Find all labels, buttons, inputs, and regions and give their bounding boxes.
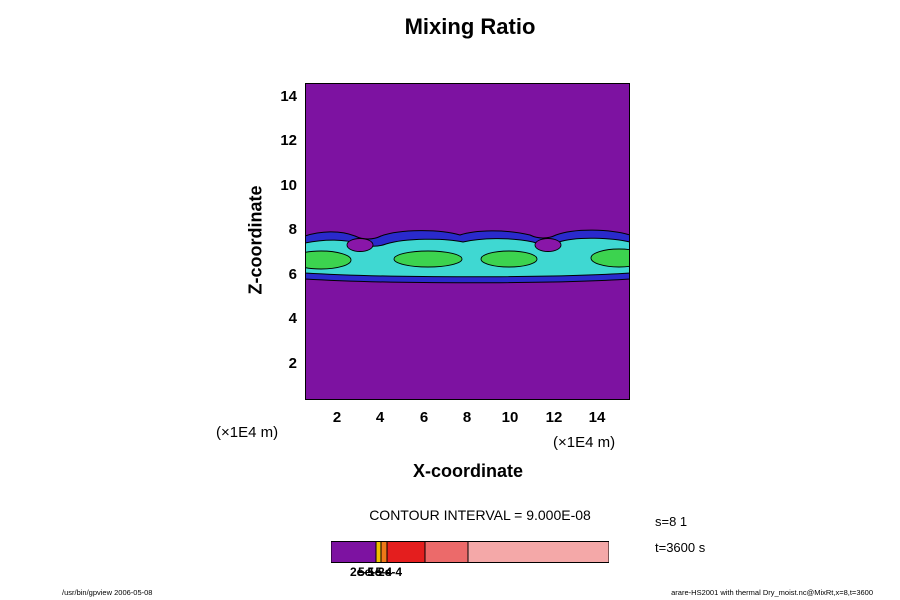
y-tick: 12 [280,132,297,149]
page-title: Mixing Ratio [404,14,536,39]
x-tick: 6 [419,409,429,426]
colorbar-tick-label: 2e-5 [350,565,375,579]
footer-dataset: arare-HS2001 with thermal Dry_moist.nc@M… [671,588,873,597]
contour-plot [305,83,630,400]
x-tick: 14 [588,409,606,426]
colorbar [331,541,609,563]
colorbar-segment [424,541,469,563]
y-tick: 6 [288,266,297,283]
x-tick: 10 [501,409,519,426]
purple-pocket [346,238,374,252]
x-axis-unit: (×1E4 m) [553,434,616,451]
green-core [393,250,463,268]
y-tick: 2 [288,355,297,372]
x-tick: 4 [375,409,385,426]
colorbar-segment [467,541,609,563]
y-tick: 10 [280,177,297,194]
y-axis-unit: (×1E4 m) [216,424,279,441]
colorbar-segment [380,541,388,563]
purple-pocket [534,238,562,252]
colorbar-segment [375,541,382,563]
x-tick: 8 [462,409,472,426]
footer-command: /usr/bin/gpview 2006-05-08 [62,588,153,597]
plot-area [305,83,630,400]
green-core [480,250,538,268]
plot-frame [305,83,630,400]
slice-annotation: s=8 1 [655,514,688,529]
time-annotation: t=3600 s [655,540,706,555]
colorbar-tick-label: 5e-5 [358,565,383,579]
x-tick: 2 [332,409,342,426]
colorbar-tick-label: 1e-4 [368,565,393,579]
colorbar-segment [331,541,377,563]
y-tick: 14 [280,88,297,105]
contour-interval-caption: CONTOUR INTERVAL = 9.000E-08 [369,507,591,523]
colorbar-svg [331,541,609,563]
colorbar-segment [386,541,426,563]
green-core [305,250,352,270]
green-core [590,248,630,268]
colorbar-tick-label: 2e-4 [378,565,403,579]
x-tick: 12 [545,409,563,426]
y-tick: 8 [288,221,297,238]
x-axis-label: X-coordinate [412,461,523,481]
y-tick: 4 [288,310,297,327]
